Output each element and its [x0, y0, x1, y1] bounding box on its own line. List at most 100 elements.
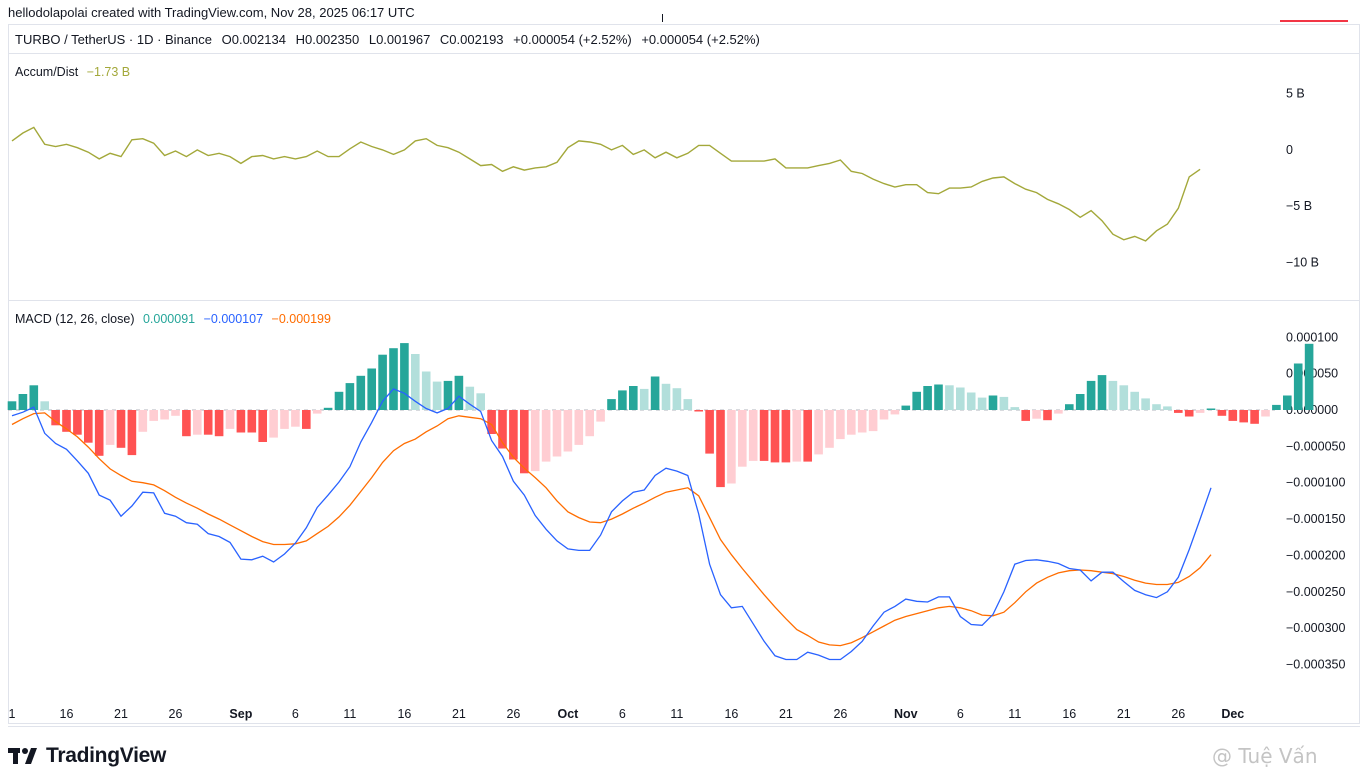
macd-y-tick-label: −0.000100: [1286, 476, 1345, 490]
macd-histogram-bar: [781, 410, 791, 463]
macd-histogram-bar: [1195, 410, 1205, 413]
macd-y-tick-label: −0.000350: [1286, 658, 1345, 672]
macd-histogram-bar: [345, 383, 355, 410]
macd-histogram-bar: [639, 388, 649, 410]
macd-histogram-bar: [1261, 410, 1270, 417]
x-axis-tick-label: 16: [60, 707, 74, 721]
macd-histogram-bar: [705, 410, 714, 454]
macd-histogram-bar: [629, 386, 638, 410]
x-axis-tick-label: 21: [114, 707, 128, 721]
price-change-percent: +0.000054 (+2.52%): [641, 32, 760, 47]
macd-histogram-bar: [520, 410, 529, 474]
macd-histogram-bar: [127, 410, 137, 456]
macd-histogram-bar: [672, 388, 682, 410]
macd-y-tick-label: −0.000200: [1286, 548, 1345, 562]
macd-histogram-bar: [738, 410, 747, 467]
x-axis-tick-label: Oct: [557, 707, 579, 721]
macd-histogram-bar: [748, 410, 758, 461]
macd-histogram-bar: [236, 410, 246, 433]
macd-histogram-bar: [1010, 407, 1020, 410]
macd-histogram-bar: [94, 410, 104, 456]
macd-histogram-bar: [269, 410, 278, 438]
macd-histogram-bar: [454, 375, 464, 410]
macd-histogram-bar: [541, 410, 551, 462]
macd-histogram-bar: [912, 391, 921, 410]
macd-histogram-bar: [334, 391, 344, 410]
macd-histogram-bar: [650, 376, 660, 410]
macd-histogram-bar: [203, 410, 213, 435]
macd-histogram-bar: [585, 410, 594, 437]
x-axis-tick-label: 26: [506, 707, 520, 721]
macd-histogram-bar: [1174, 410, 1183, 413]
macd-histogram-bar: [530, 410, 540, 472]
macd-histogram-bar: [40, 401, 49, 410]
top-tick-mark: [662, 14, 663, 22]
price-line-marker: [1280, 20, 1348, 22]
tradingview-logo[interactable]: TradingView: [8, 744, 166, 768]
macd-histogram-bar: [857, 410, 867, 433]
macd-histogram-bar: [51, 410, 60, 426]
macd-histogram-bar: [868, 410, 878, 432]
macd-histogram-bar: [225, 410, 235, 429]
tradingview-logo-text: TradingView: [46, 744, 167, 767]
macd-histogram-bar: [934, 384, 943, 410]
macd-histogram-bar: [803, 410, 812, 462]
macd-histogram-bar: [280, 410, 289, 429]
macd-histogram-bar: [476, 393, 485, 410]
x-axis-tick-label: Sep: [229, 707, 252, 721]
macd-histogram-bar: [716, 410, 725, 488]
time-axis-divider: [8, 726, 1360, 727]
macd-histogram-bar: [258, 410, 267, 442]
x-axis-tick-label: 26: [169, 707, 183, 721]
macd-signal-line: [11, 412, 1212, 647]
macd-legend[interactable]: MACD (12, 26, close) 0.000091 −0.000107 …: [15, 312, 336, 326]
macd-histogram-bar: [356, 375, 366, 410]
ad-legend[interactable]: Accum/Dist −1.73 B: [15, 65, 135, 79]
macd-histogram-bar: [825, 410, 834, 448]
symbol-header: TURBO / TetherUS · 1D · Binance O0.00213…: [15, 32, 766, 47]
macd-histogram-bar: [367, 368, 376, 410]
ohlc-low: L0.001967: [368, 32, 431, 47]
macd-histogram-bar: [182, 410, 191, 437]
macd-histogram-bar: [443, 380, 453, 410]
macd-histogram-bar: [770, 410, 780, 463]
ad-y-tick-label: −5 B: [1286, 199, 1312, 213]
x-axis-tick-label: 16: [724, 707, 738, 721]
macd-legend-title: MACD (12, 26, close): [15, 312, 135, 326]
macd-histogram-bar: [574, 410, 584, 445]
macd-histogram-bar: [596, 410, 605, 422]
macd-histogram-bar: [171, 410, 180, 416]
macd-histogram-bar: [1239, 410, 1248, 423]
macd-histogram-bar: [138, 410, 148, 432]
x-axis-tick-label: 6: [292, 707, 299, 721]
macd-histogram-bar: [1152, 404, 1161, 410]
chart-credit: hellodolapolai created with TradingView.…: [8, 5, 415, 20]
x-axis-tick-label: Nov: [894, 707, 918, 721]
macd-histogram-bar: [618, 390, 627, 410]
ad-y-tick-label: −10 B: [1286, 255, 1319, 269]
macd-line: [11, 388, 1212, 661]
header-divider: [8, 53, 1360, 54]
macd-histogram-bar: [62, 410, 71, 432]
macd-histogram-bar: [563, 410, 573, 452]
macd-histogram-bar: [956, 387, 965, 410]
macd-histogram-bar: [291, 410, 300, 427]
macd-y-tick-label: −0.000050: [1286, 439, 1345, 453]
macd-histogram-bar: [1304, 343, 1314, 410]
symbol-title[interactable]: TURBO / TetherUS · 1D · Binance: [15, 32, 212, 47]
macd-histogram-bar: [1097, 375, 1107, 410]
price-change: +0.000054 (+2.52%): [513, 32, 632, 47]
x-axis-tick-label: Dec: [1221, 707, 1244, 721]
macd-histogram-bar: [193, 410, 202, 435]
tradingview-logo-icon: [8, 748, 37, 764]
x-axis-tick-label: 16: [397, 707, 411, 721]
x-axis-tick-label: 11: [1008, 707, 1021, 721]
macd-histogram-bar: [421, 371, 431, 410]
ad-legend-title: Accum/Dist: [15, 65, 79, 79]
ohlc-close: C0.002193: [439, 32, 504, 47]
macd-histogram-bar: [901, 405, 911, 410]
macd-histogram-bar: [1163, 406, 1172, 410]
macd-histogram-bar: [73, 410, 82, 435]
macd-histogram-bar: [465, 386, 475, 410]
